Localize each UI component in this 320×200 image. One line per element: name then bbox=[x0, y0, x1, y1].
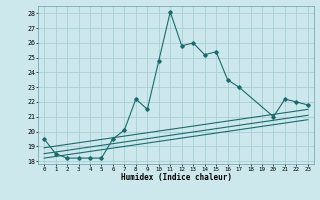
X-axis label: Humidex (Indice chaleur): Humidex (Indice chaleur) bbox=[121, 173, 231, 182]
